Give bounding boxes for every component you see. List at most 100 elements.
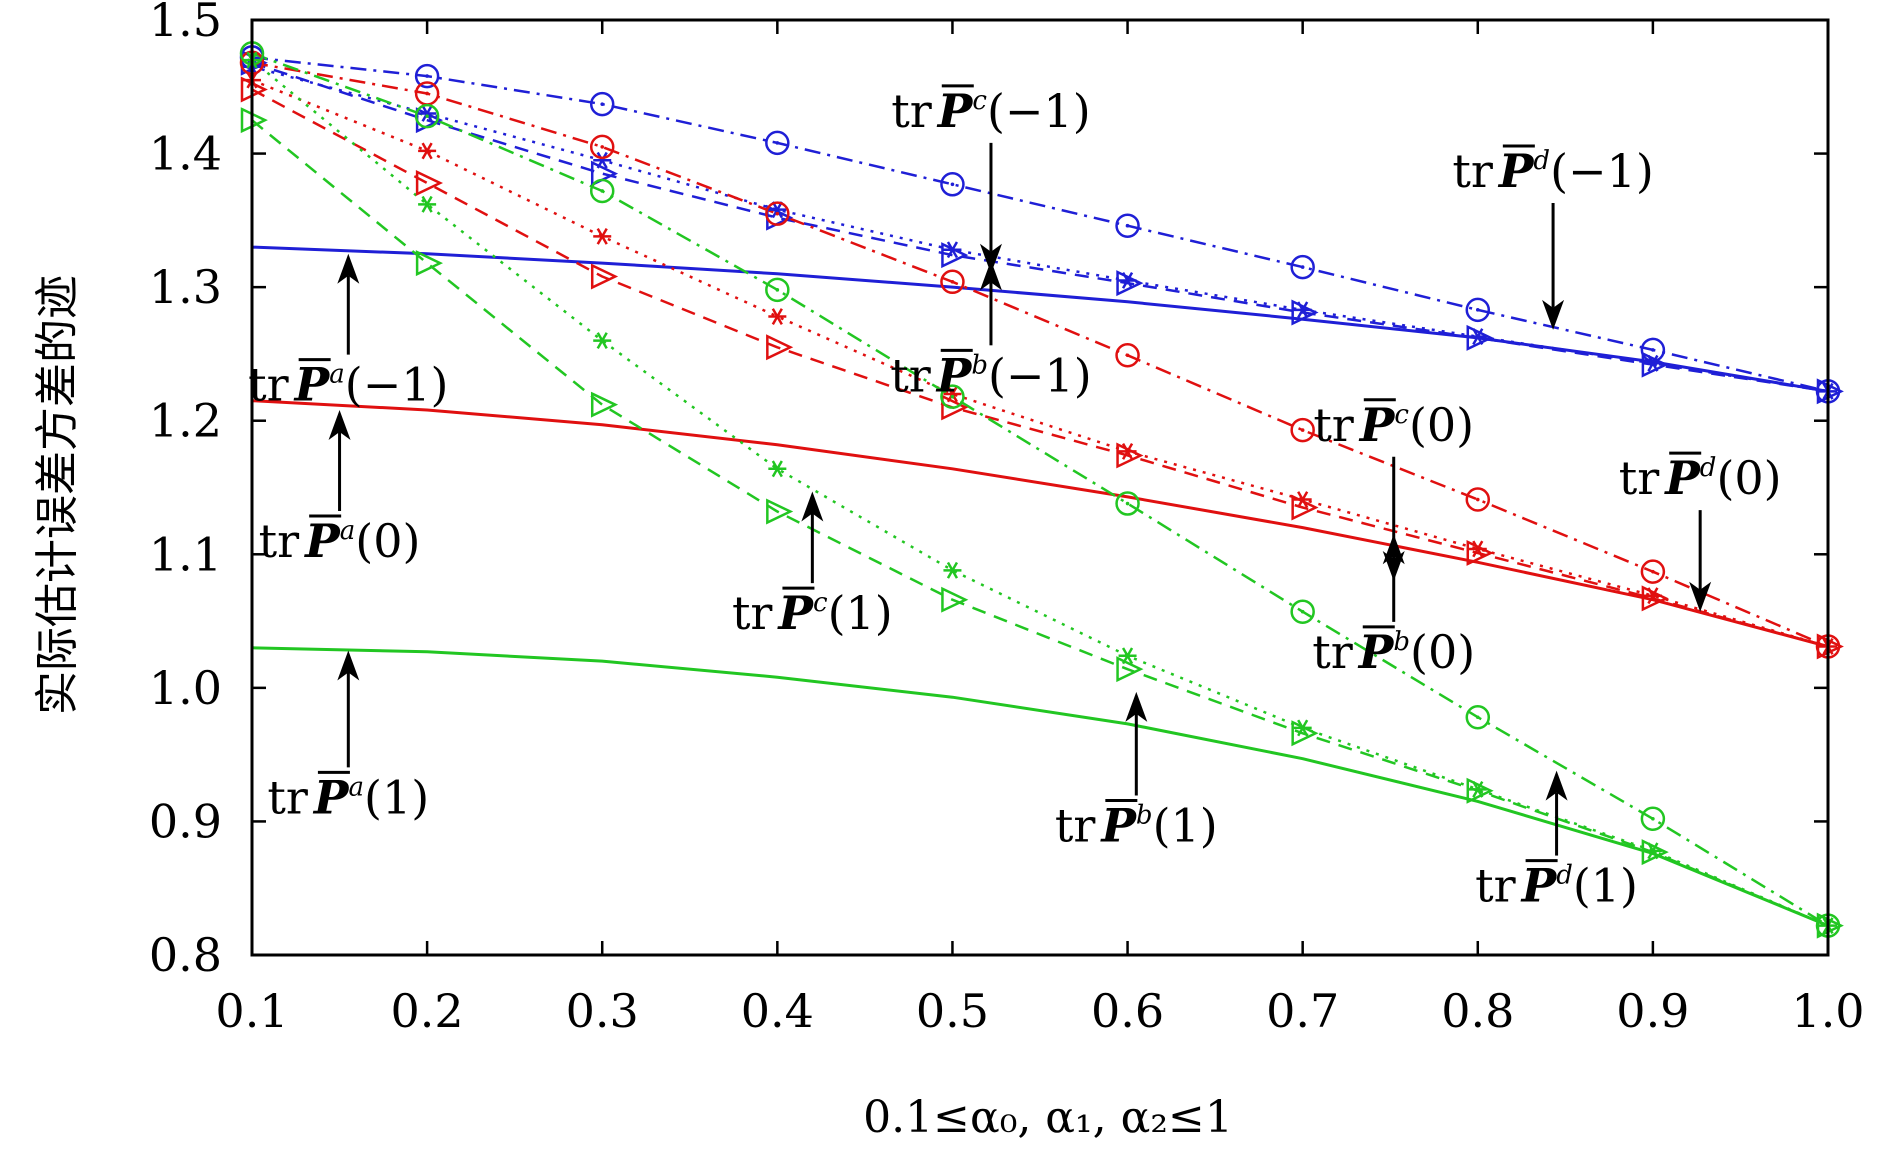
y-tick-label: 1.5 <box>149 0 222 47</box>
annotation-argument: (0) <box>1716 451 1781 505</box>
data-point-star <box>1293 301 1312 319</box>
star-stroke <box>421 142 433 160</box>
annotation-symbol: P <box>1358 398 1396 452</box>
annotation-argument: (1) <box>1573 859 1638 913</box>
star-stroke <box>946 561 959 579</box>
annotation-superscript: a <box>349 772 365 802</box>
annotation-label: tr Pa(0) <box>259 514 421 568</box>
data-point-circle <box>765 201 790 226</box>
data-point-star <box>418 195 437 213</box>
annotation-tr: tr <box>1313 398 1353 452</box>
data-point-star <box>593 151 612 169</box>
annotation-superscript: d <box>1556 861 1573 891</box>
x-tick-label: 0.8 <box>1441 984 1514 1038</box>
annotation-tr: tr <box>1475 859 1515 913</box>
annotation-superscript: b <box>1393 627 1410 657</box>
star-stroke <box>1297 719 1309 737</box>
series-line-trP^b(1) <box>251 119 1829 927</box>
annotation-a-m1: tr Pa(−1) <box>248 253 448 412</box>
data-point-star <box>1118 647 1137 665</box>
data-point-circle-dot <box>1475 308 1480 312</box>
data-point-circle-dot <box>1651 569 1655 574</box>
x-tick-label: 0.5 <box>916 984 989 1038</box>
series-line-trP^d(1) <box>251 52 1829 927</box>
data-point-star <box>1643 842 1662 860</box>
data-point-circle-dot <box>950 280 955 284</box>
series-line-trP^b(-1) <box>251 61 1829 393</box>
annotation-symbol: P <box>303 514 341 568</box>
annotation-d-m1: tr Pd(−1) <box>1452 144 1654 330</box>
y-axis-label: 实际估计误差方差的迹 <box>32 275 83 715</box>
series-line-trP^a(-1) <box>251 245 1829 393</box>
annotation-arrow-head <box>1689 581 1712 612</box>
annotation-c-1: tr Pc(1) <box>732 491 893 640</box>
y-tick-label: 1.1 <box>149 527 222 581</box>
annotation-a-0: tr Pa(0) <box>259 410 421 568</box>
data-point-star <box>418 105 437 122</box>
data-point-star <box>418 142 437 160</box>
annotation-superscript: c <box>1394 400 1409 430</box>
x-tick-label: 0.3 <box>566 984 639 1038</box>
data-point-star <box>768 308 787 325</box>
annotation-argument: (0) <box>1409 398 1474 452</box>
annotation-symbol: P <box>1357 625 1395 679</box>
annotation-superscript: b <box>971 350 988 380</box>
data-point-circle <box>589 91 615 117</box>
data-point-circle-dot <box>1125 353 1130 358</box>
annotation-arrow-head <box>328 410 351 441</box>
star-stroke <box>1647 587 1659 605</box>
data-point-circle <box>589 134 615 160</box>
data-point-circle <box>1290 599 1315 624</box>
annotation-label: tr Pa(1) <box>267 770 429 824</box>
annotation-arrow-head <box>1545 770 1568 801</box>
annotation-superscript: b <box>1136 800 1153 830</box>
data-point-star <box>1293 491 1312 508</box>
annotation-symbol: P <box>776 586 814 640</box>
annotation-c-0: tr Pc(0) <box>1313 398 1474 581</box>
data-point-circle-dot <box>775 141 780 145</box>
star-stroke <box>1121 272 1134 289</box>
annotation-label: tr Pd(1) <box>1475 859 1638 913</box>
annotation-argument: (1) <box>1153 798 1218 852</box>
data-point-star <box>943 241 962 259</box>
annotation-superscript: a <box>329 360 345 390</box>
annotation-tr: tr <box>267 770 307 824</box>
data-point-circle-dot <box>775 211 780 216</box>
x-tick-label: 0.6 <box>1091 984 1164 1038</box>
annotation-tr: tr <box>890 348 930 402</box>
series-line-trP^a(1) <box>251 646 1829 927</box>
data-point-star <box>1118 443 1137 460</box>
annotation-symbol: P <box>936 84 974 138</box>
x-axis-label: 0.1≤α₀, α₁, α₂≤1 <box>863 1092 1233 1143</box>
star-stroke <box>1297 301 1309 319</box>
series-line-trP^d(0) <box>251 61 1829 648</box>
annotation-symbol: P <box>293 358 331 412</box>
annotation-label: tr Pa(−1) <box>248 358 448 412</box>
data-point-star <box>1468 328 1487 345</box>
data-point-star <box>1118 272 1137 289</box>
star-stroke <box>1472 540 1484 558</box>
data-point-triangle <box>415 169 444 196</box>
annotation-arrow-head <box>979 260 1002 291</box>
annotation-arrow-head <box>337 650 360 681</box>
data-point-star <box>1468 780 1487 798</box>
annotation-d-0: tr Pd(0) <box>1619 451 1782 612</box>
annotation-superscript: a <box>340 516 356 546</box>
data-point-circle <box>1465 297 1491 323</box>
data-point-circle <box>414 103 440 129</box>
annotation-arrow-head <box>1542 299 1565 330</box>
annotation-b-1: tr Pb(1) <box>1055 691 1218 852</box>
data-point-circle <box>1115 491 1140 516</box>
data-point-triangle <box>1116 656 1144 683</box>
annotation-tr: tr <box>1452 144 1492 198</box>
data-point-star <box>593 332 612 349</box>
data-point-circle <box>1290 417 1315 443</box>
data-point-triangle <box>766 498 794 525</box>
annotation-label: tr Pd(−1) <box>1452 144 1653 198</box>
annotation-superscript: c <box>813 588 828 618</box>
x-tick-label: 0.2 <box>391 984 464 1038</box>
data-point-circle-dot <box>1300 265 1305 269</box>
star-stroke <box>1472 328 1484 345</box>
data-point-circle-dot <box>950 182 955 187</box>
